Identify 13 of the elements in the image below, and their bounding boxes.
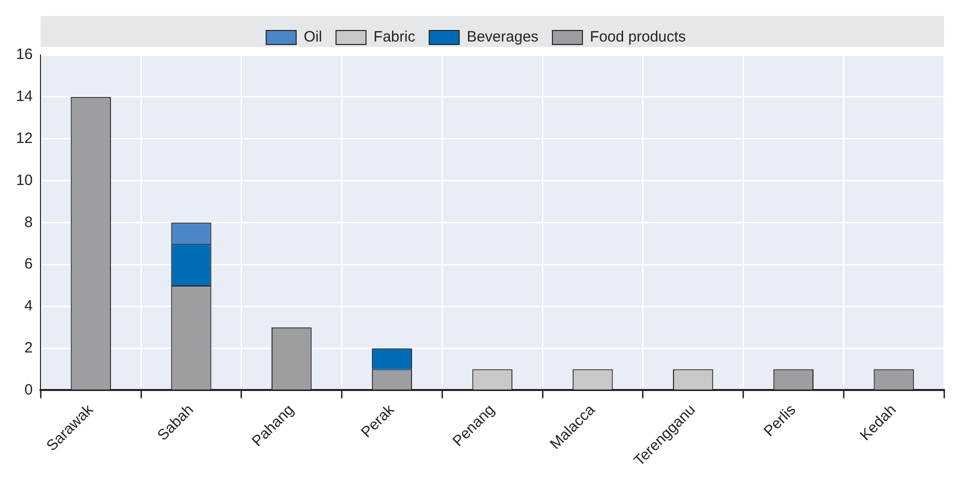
y-tick-label: 10: [16, 172, 33, 189]
legend-label: Beverages: [466, 28, 538, 46]
y-tick-label: 16: [16, 46, 33, 64]
y-tick-label: 6: [24, 256, 33, 273]
y-tick-label: 0: [24, 381, 33, 398]
legend-label: Oil: [304, 28, 322, 46]
y-tick-label: 8: [24, 214, 33, 231]
y-tick-label: 12: [16, 130, 33, 147]
legend-label: Fabric: [374, 28, 416, 46]
y-tick-label: 2: [24, 339, 33, 356]
y-tick-label: 4: [24, 298, 33, 315]
y-tick-label: 14: [16, 88, 33, 106]
legend-label: Food products: [590, 28, 686, 46]
